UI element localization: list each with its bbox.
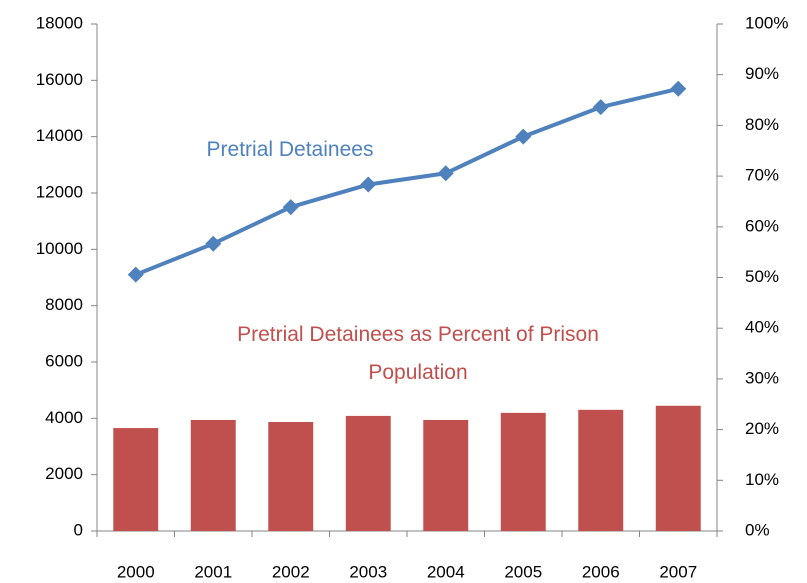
bar-series-label: Pretrial Detainees as Percent of Prison …: [237, 323, 599, 384]
bar: [655, 405, 701, 531]
line: [135, 86, 679, 277]
bar: [268, 421, 314, 531]
y2-tick-label: 30%: [745, 368, 779, 387]
y2-tick-label: 40%: [745, 318, 779, 337]
x-tick-label: 2001: [194, 562, 232, 581]
bar: [190, 419, 236, 531]
bar: [113, 428, 159, 531]
marker: [205, 235, 222, 252]
y2-tick-label: 60%: [745, 216, 779, 235]
line-series-label: Pretrial Detainees: [206, 138, 374, 161]
y-tick-label: 8000: [45, 295, 83, 314]
x-tick-label: 2004: [427, 562, 465, 581]
y2-tick-label: 20%: [745, 419, 779, 438]
y2-tick-label: 80%: [745, 115, 779, 134]
x-tick-label: 2006: [582, 562, 620, 581]
marker: [360, 176, 377, 193]
y2-tick-label: 90%: [745, 64, 779, 83]
bar: [423, 419, 469, 531]
y-tick-label: 18000: [36, 13, 83, 32]
x-tick-label: 2005: [504, 562, 542, 581]
x-tick-label: 2003: [349, 562, 387, 581]
y2-tick-label: 0%: [745, 520, 770, 539]
y2-tick-label: 70%: [745, 166, 779, 185]
y-tick-label: 12000: [36, 182, 83, 201]
marker: [670, 80, 687, 97]
marker: [437, 165, 454, 182]
y-tick-label: 16000: [36, 70, 83, 89]
marker: [282, 199, 299, 216]
y2-tick-label: 10%: [745, 470, 779, 489]
y-tick-label: 6000: [45, 351, 83, 370]
x-tick-label: 2002: [272, 562, 310, 581]
marker: [592, 99, 609, 116]
y-tick-label: 14000: [36, 126, 83, 145]
marker: [515, 128, 532, 145]
y-tick-label: 2000: [45, 464, 83, 483]
y2-tick-label: 50%: [745, 267, 779, 286]
marker: [127, 266, 144, 283]
y-tick-label: 0: [74, 520, 83, 539]
bar: [500, 412, 546, 531]
x-tick-label: 2007: [659, 562, 697, 581]
y-tick-label: 4000: [45, 408, 83, 427]
bar: [578, 409, 624, 531]
y-tick-label: 10000: [36, 239, 83, 258]
x-tick-label: 2000: [117, 562, 155, 581]
y2-tick-label: 100%: [745, 13, 788, 32]
bar: [345, 415, 391, 531]
